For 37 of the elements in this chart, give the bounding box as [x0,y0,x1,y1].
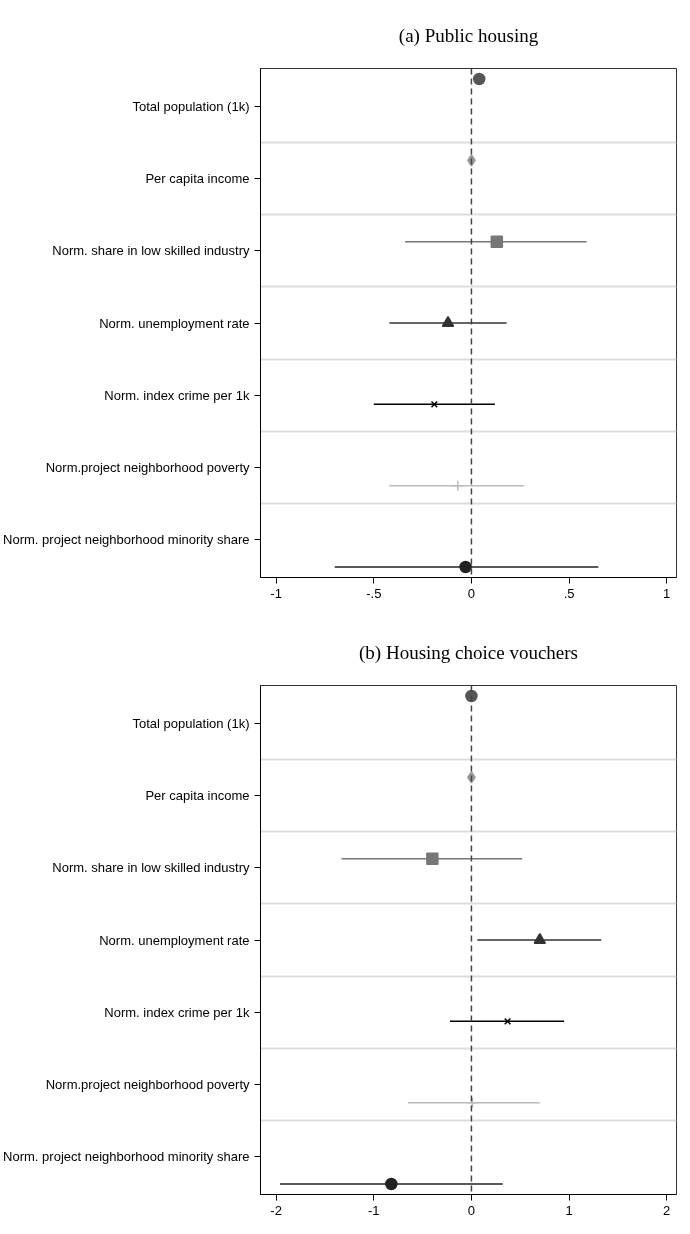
y-tick-label: Norm.project neighborhood poverty [45,1077,250,1093]
y-tick-label: Norm.project neighborhood poverty [45,460,250,476]
y-tick-label: Norm. unemployment rate [99,932,250,948]
x-tick-label: 2 [663,1202,671,1218]
y-tick-label: Norm. unemployment rate [99,315,250,331]
x-tick-label: -2 [270,1202,282,1218]
point [465,689,478,703]
y-tick-label: Norm. share in low skilled industry [52,243,250,259]
point [533,932,547,944]
chart-title: (a) Public housing [398,25,539,47]
y-tick-label: Norm. index crime per 1k [104,1004,250,1020]
point [466,1096,479,1109]
x-tick-label: .5 [563,585,575,601]
point [430,400,438,408]
x-tick-label: -1 [270,585,282,601]
point [452,479,464,492]
y-tick-label: Per capita income [145,170,250,186]
x-tick-label: -.5 [366,585,382,601]
x-tick-label: -1 [368,1202,380,1218]
x-tick-label: 0 [467,585,476,601]
y-tick-label: Norm. project neighborhood minority share [3,532,250,548]
x-tick-label: 1 [565,1202,573,1218]
x-tick-label: 1 [663,585,671,601]
x-tick-label: 0 [467,1202,476,1218]
y-tick-label: Norm. index crime per 1k [104,387,250,403]
point [472,72,486,86]
y-tick-label: Total population (1k) [132,715,250,731]
y-tick-label: Norm. project neighborhood minority share [3,1149,250,1165]
point [385,1177,398,1191]
point [441,315,455,327]
point [459,560,472,574]
chart-title: (b) Housing choice vouchers [359,642,578,664]
point [426,852,439,865]
point [490,235,504,248]
y-tick-label: Norm. share in low skilled industry [52,860,250,876]
y-tick-label: Total population (1k) [132,98,250,114]
y-tick-label: Per capita income [145,787,250,803]
